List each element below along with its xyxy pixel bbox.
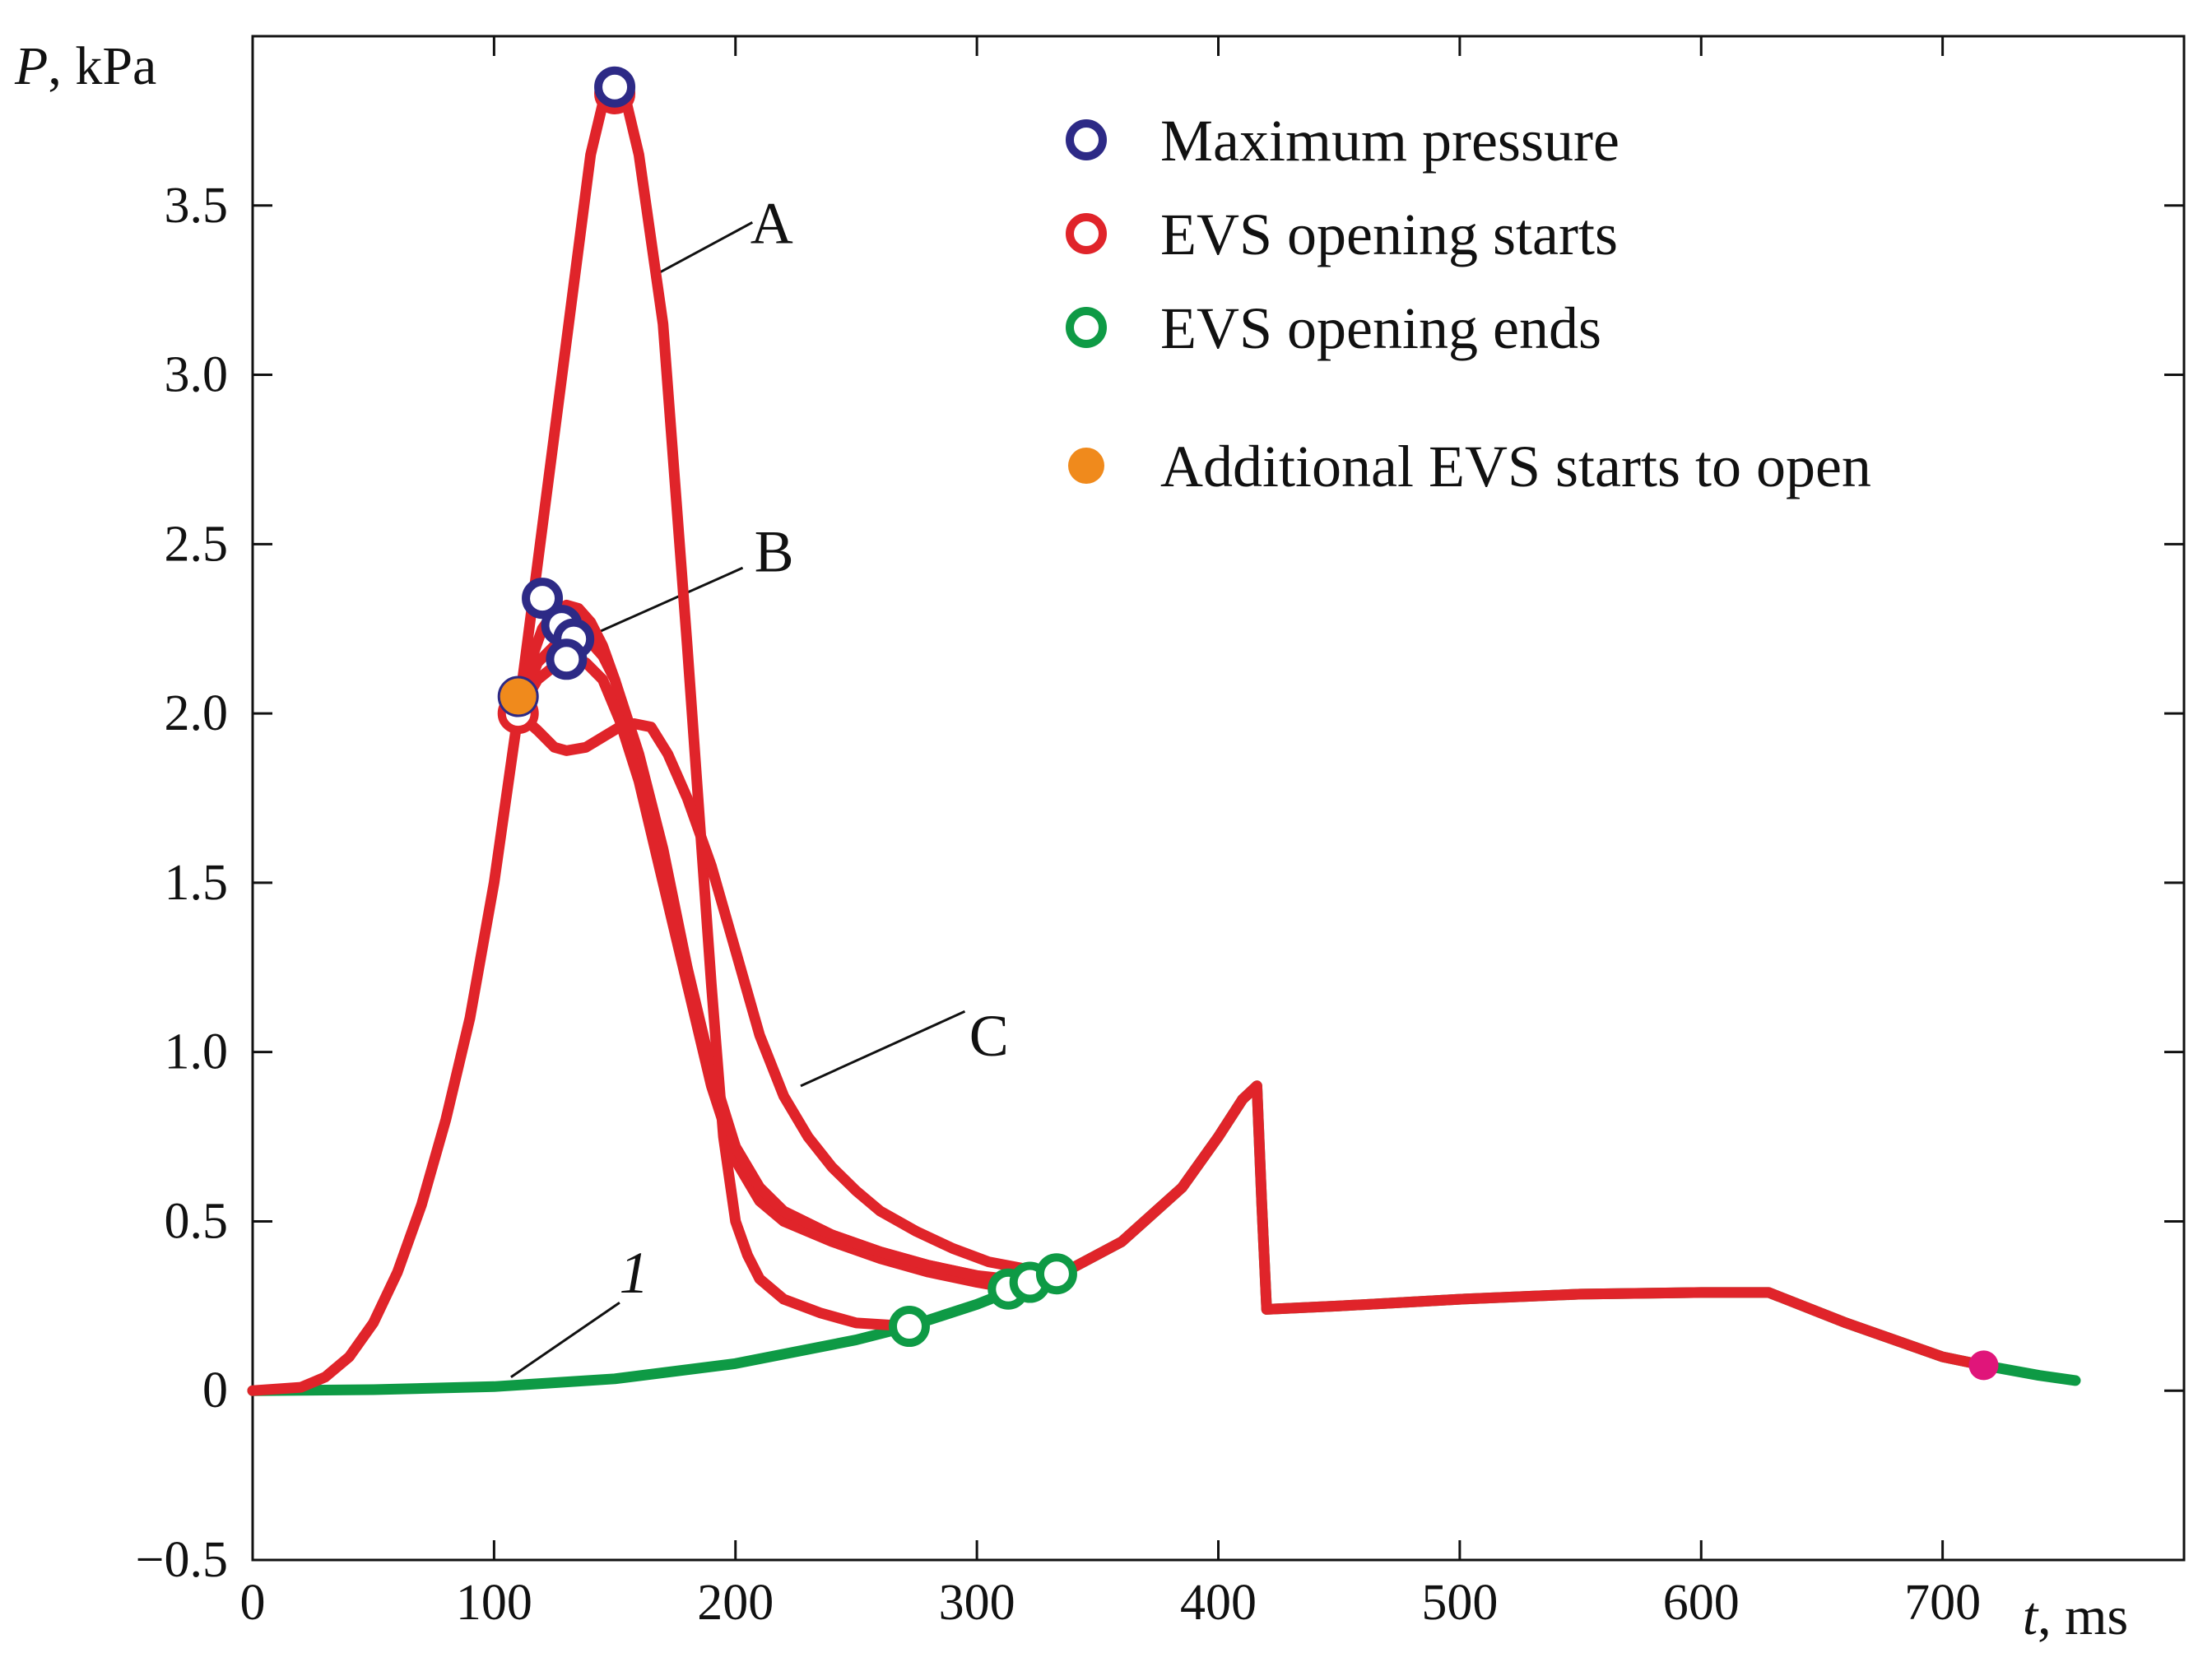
annotation-labels: A B C 1 <box>620 190 1009 1306</box>
series-line-C <box>513 708 1067 1279</box>
annotation-leader-lines <box>510 221 966 1378</box>
y-tick-label: 1.0 <box>165 1024 229 1080</box>
series-lines <box>247 81 2081 1396</box>
axis-ticks: 0 100 200 300 400 500 600 700−0.500.51.01.52.02… <box>136 36 2184 1631</box>
legend-label: EVS opening starts <box>1160 202 1618 267</box>
legend-marker-ring <box>1066 119 1107 160</box>
x-tick-label: 600 <box>1663 1575 1740 1631</box>
series-line-B3 <box>513 653 1043 1288</box>
curve-label-1: 1 <box>620 1240 649 1306</box>
x-axis-variable: t <box>2023 1586 2039 1646</box>
maximum-pressure-marker <box>522 578 564 620</box>
annotation-line-A <box>658 221 753 275</box>
annotation-line-B <box>590 566 744 637</box>
curve-label-C: C <box>969 1003 1009 1069</box>
x-tick-label: 0 <box>240 1575 266 1631</box>
end-point-marker <box>1968 1350 1999 1381</box>
legend-marker-ring <box>1066 307 1107 348</box>
x-tick-label: 500 <box>1421 1575 1498 1631</box>
series-line-1 <box>247 1080 2081 1396</box>
series-line-B2 <box>513 630 1031 1292</box>
x-tick-label: 200 <box>697 1575 774 1631</box>
y-tick-label: 3.0 <box>165 347 229 403</box>
legend-marker-ring <box>1066 213 1107 254</box>
x-axis-unit: , ms <box>2038 1586 2128 1646</box>
y-tick-label: 2.0 <box>165 685 229 741</box>
x-tick-label: 100 <box>456 1575 532 1631</box>
series-line-A <box>247 81 915 1396</box>
y-tick-label: 0 <box>202 1363 228 1418</box>
curve-label-A: A <box>750 190 793 256</box>
annotation-line-C <box>800 1010 966 1088</box>
y-tick-label: −0.5 <box>136 1532 228 1588</box>
evs-opening-ends-marker <box>1035 1253 1077 1295</box>
y-tick-label: 3.5 <box>165 178 229 234</box>
evs-opening-ends-marker <box>888 1306 930 1348</box>
y-tick-label: 1.5 <box>165 855 229 911</box>
annotation-line-1 <box>510 1301 620 1378</box>
legend: Maximum pressure EVS opening starts EVS op… <box>1066 108 1871 499</box>
legend-label: Maximum pressure <box>1160 108 1620 174</box>
curve-label-B: B <box>755 519 794 585</box>
y-tick-label: 0.5 <box>165 1193 229 1249</box>
maximum-pressure-marker <box>594 66 636 108</box>
maximum-pressure-marker <box>546 638 588 680</box>
y-axis-unit: , kPa <box>48 36 156 96</box>
series-line-B1 <box>513 599 1021 1295</box>
legend-label: EVS opening ends <box>1160 295 1601 361</box>
x-axis-label: t, ms <box>2023 1586 2128 1646</box>
legend-label: Additional EVS starts to open <box>1160 434 1871 499</box>
y-axis-variable: P <box>14 36 48 96</box>
y-tick-label: 2.5 <box>165 516 229 572</box>
markers <box>497 66 1999 1381</box>
y-axis-label: P, kPa <box>14 36 156 96</box>
x-tick-label: 400 <box>1180 1575 1257 1631</box>
x-tick-label: 700 <box>1904 1575 1981 1631</box>
legend-marker-dot <box>1068 448 1104 484</box>
additional-evs-marker <box>500 678 537 715</box>
series-line-common <box>1010 1080 1989 1371</box>
x-tick-label: 300 <box>939 1575 1015 1631</box>
